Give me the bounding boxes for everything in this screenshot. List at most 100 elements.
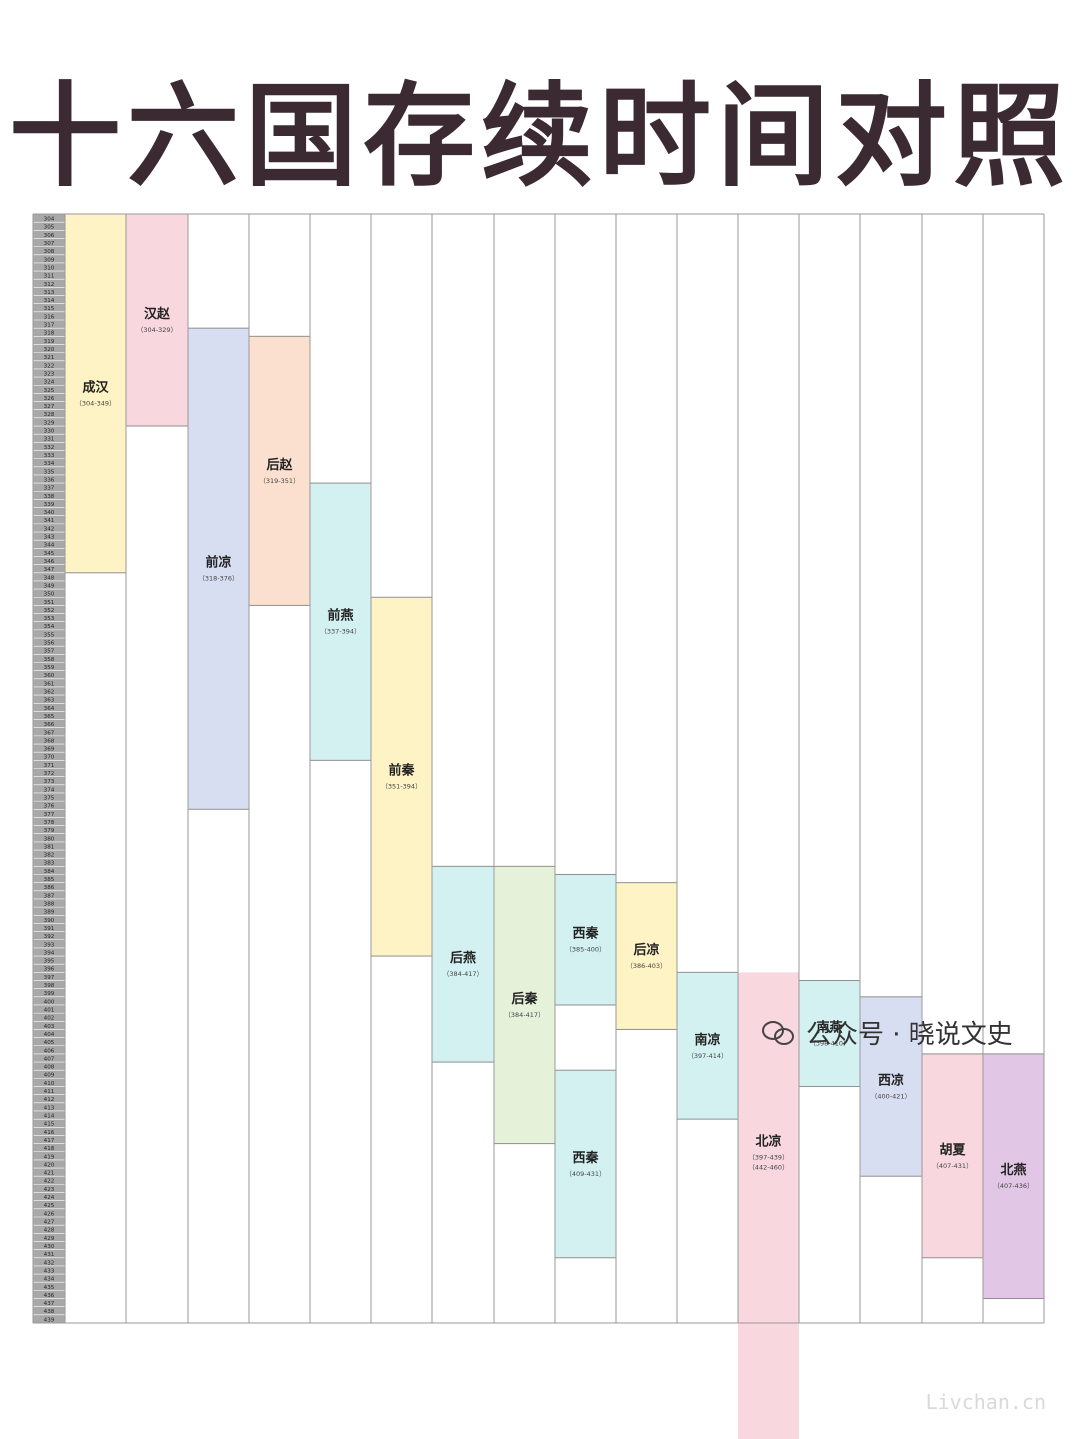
- year-tick-label: 383: [44, 861, 55, 867]
- year-tick-label: 313: [44, 290, 55, 296]
- year-tick-label: 400: [44, 999, 55, 1005]
- year-tick-label: 325: [44, 388, 55, 394]
- year-tick-label: 430: [44, 1244, 55, 1250]
- year-tick-label: 395: [44, 959, 55, 965]
- year-tick-label: 385: [44, 877, 55, 883]
- year-tick-label: 317: [44, 323, 55, 329]
- year-tick-label: 335: [44, 469, 55, 475]
- year-tick-label: 334: [44, 461, 55, 467]
- kingdom-name-label: 后燕: [450, 950, 476, 966]
- kingdom-bar: [921, 1053, 984, 1259]
- kingdom-range-label: （398-410）: [809, 1040, 849, 1048]
- year-tick-label: 318: [44, 331, 55, 337]
- year-tick-label: 408: [44, 1065, 55, 1071]
- kingdom-name-label: 后秦: [511, 991, 538, 1007]
- kingdom-range-label: （351-394）: [381, 783, 421, 791]
- year-tick-label: 388: [44, 901, 55, 907]
- year-tick-label: 364: [44, 706, 55, 712]
- year-tick-label: 415: [44, 1122, 55, 1128]
- year-tick-label: 322: [44, 363, 55, 369]
- year-tick-label: 380: [44, 836, 55, 842]
- year-tick-label: 366: [44, 722, 55, 728]
- year-tick-label: 354: [44, 624, 55, 630]
- year-tick-label: 370: [44, 755, 55, 761]
- year-tick-label: 417: [44, 1138, 55, 1144]
- year-tick-label: 431: [44, 1252, 55, 1258]
- kingdom-range-label: （319-351）: [259, 477, 299, 485]
- year-tick-label: 416: [44, 1130, 55, 1136]
- kingdom-bar: [187, 327, 250, 810]
- year-tick-label: 413: [44, 1105, 55, 1111]
- year-tick-label: 326: [44, 396, 55, 402]
- year-tick-label: 387: [44, 893, 55, 899]
- kingdom-bar: [431, 865, 495, 1063]
- kingdom-name-label: 西秦: [572, 1150, 599, 1166]
- year-tick-label: 305: [44, 225, 55, 231]
- kingdom-range-label: （397-414）: [687, 1052, 727, 1060]
- year-tick-label: 327: [44, 404, 55, 410]
- year-tick-label: 384: [44, 869, 55, 875]
- year-tick-label: 435: [44, 1285, 55, 1291]
- year-tick-label: 331: [44, 437, 55, 443]
- year-tick-label: 396: [44, 967, 55, 973]
- year-tick-label: 411: [44, 1089, 55, 1095]
- year-tick-label: 319: [44, 339, 55, 345]
- year-tick-label: 308: [44, 249, 55, 255]
- page-title: 十六国存续时间对照: [9, 72, 1071, 202]
- kingdom-bar: [738, 972, 799, 1439]
- kingdom-range-label: （384-417）: [504, 1011, 544, 1019]
- year-tick-label: 312: [44, 282, 55, 288]
- year-tick-label: 439: [44, 1317, 55, 1323]
- year-tick-label: 372: [44, 771, 55, 777]
- kingdom-bar: [64, 213, 127, 574]
- year-tick-label: 304: [44, 217, 55, 223]
- year-tick-label: 320: [44, 347, 55, 353]
- year-tick-label: 398: [44, 983, 55, 989]
- kingdom-name-label: 前秦: [388, 763, 415, 779]
- year-tick-label: 310: [44, 265, 55, 271]
- year-tick-label: 392: [44, 934, 55, 940]
- year-tick-label: 391: [44, 926, 55, 932]
- watermark-text: 公众号 · 晓说文史: [806, 1019, 1013, 1050]
- year-tick-label: 338: [44, 494, 55, 500]
- year-tick-label: 329: [44, 420, 55, 426]
- year-tick-label: 321: [44, 355, 55, 361]
- year-tick-label: 427: [44, 1220, 55, 1226]
- year-tick-label: 421: [44, 1171, 55, 1177]
- year-tick-label: 422: [44, 1179, 55, 1185]
- kingdom-range-label: （400-421）: [871, 1093, 911, 1101]
- kingdom-range-label: （386-403）: [626, 962, 666, 970]
- year-tick-label: 357: [44, 649, 55, 655]
- year-tick-label: 414: [44, 1114, 55, 1120]
- year-tick-label: 399: [44, 991, 55, 997]
- year-tick-label: 356: [44, 641, 55, 647]
- year-tick-label: 375: [44, 795, 55, 801]
- year-tick-label: 401: [44, 1008, 55, 1014]
- year-tick-label: 311: [44, 274, 55, 280]
- year-tick-label: 426: [44, 1211, 55, 1217]
- year-tick-label: 328: [44, 412, 55, 418]
- year-tick-label: 367: [44, 730, 55, 736]
- year-tick-label: 429: [44, 1236, 55, 1242]
- year-tick-label: 425: [44, 1203, 55, 1209]
- year-tick-label: 405: [44, 1040, 55, 1046]
- year-tick-label: 365: [44, 714, 55, 720]
- year-tick-label: 437: [44, 1301, 55, 1307]
- year-tick-label: 428: [44, 1228, 55, 1234]
- year-tick-label: 382: [44, 853, 55, 859]
- kingdom-bar: [798, 980, 861, 1088]
- year-tick-label: 397: [44, 975, 55, 981]
- year-tick-label: 377: [44, 812, 55, 818]
- year-tick-label: 351: [44, 600, 55, 606]
- kingdom-name-label: 成汉: [82, 379, 109, 395]
- year-tick-label: 403: [44, 1024, 55, 1030]
- year-tick-label: 407: [44, 1056, 55, 1062]
- kingdom-name-label: 前燕: [327, 608, 353, 624]
- year-tick-label: 355: [44, 632, 55, 638]
- year-tick-label: 412: [44, 1097, 55, 1103]
- year-tick-label: 368: [44, 738, 55, 744]
- year-tick-label: 418: [44, 1146, 55, 1152]
- year-tick-label: 315: [44, 306, 55, 312]
- year-tick-label: 353: [44, 616, 55, 622]
